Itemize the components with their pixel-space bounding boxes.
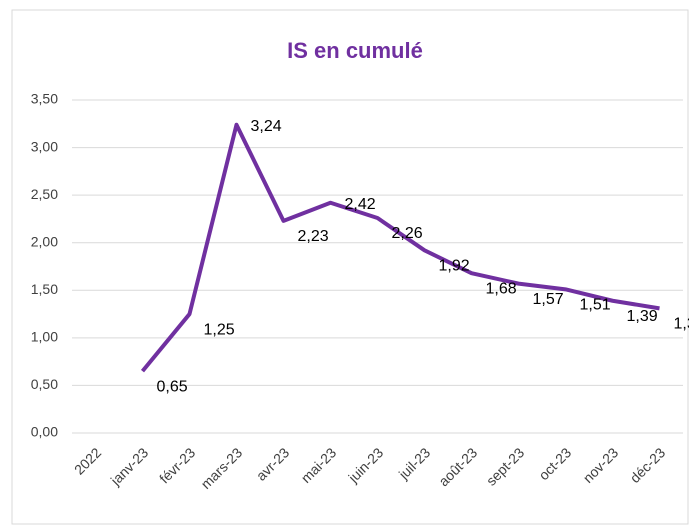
y-tick-label: 2,50 <box>31 186 58 202</box>
value-label: 1,51 <box>580 297 611 314</box>
value-label: 1,92 <box>439 258 470 275</box>
chart-title: IS en cumulé <box>287 38 423 63</box>
y-tick-label: 1,00 <box>31 329 58 345</box>
value-label: 2,26 <box>392 225 423 242</box>
y-tick-label: 1,50 <box>31 281 58 297</box>
value-label: 2,42 <box>345 196 376 213</box>
value-label: 1,68 <box>486 280 517 297</box>
line <box>140 122 660 373</box>
value-label: 1,31 <box>674 316 689 333</box>
y-tick-label: 2,00 <box>31 233 58 249</box>
value-label: 2,23 <box>298 228 329 245</box>
value-label: 0,65 <box>157 378 188 395</box>
value-label: 3,24 <box>251 118 282 135</box>
value-label: 1,39 <box>627 308 658 325</box>
y-tick-label: 0,50 <box>31 376 58 392</box>
chart-border <box>11 9 689 525</box>
value-label: 1,57 <box>533 291 564 308</box>
y-tick-label: 0,00 <box>31 424 58 440</box>
value-label: 1,25 <box>204 321 235 338</box>
y-tick-label: 3,00 <box>31 138 58 154</box>
y-tick-label: 3,50 <box>31 91 58 107</box>
